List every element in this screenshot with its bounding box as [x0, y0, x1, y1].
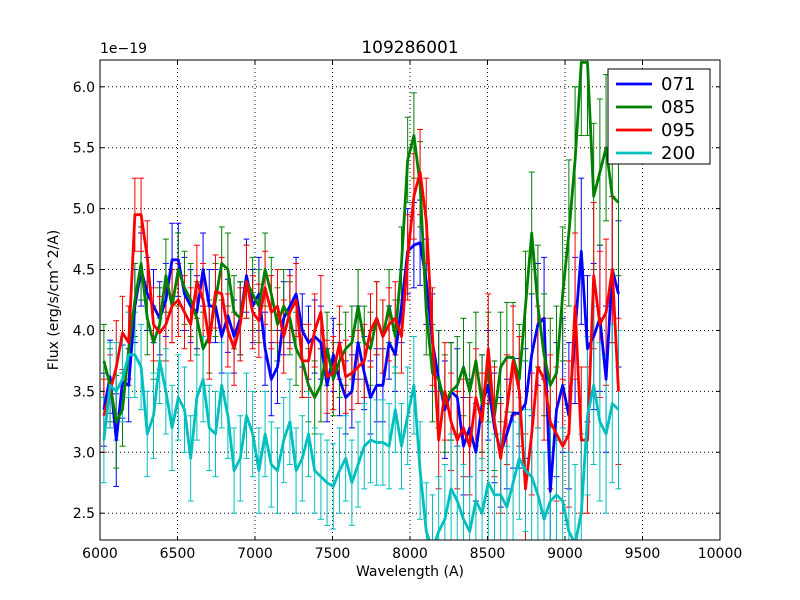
chart-title: 109286001 [361, 38, 458, 58]
x-tick-label: 8000 [392, 546, 428, 562]
y-tick-label: 5.5 [73, 141, 95, 157]
legend-label-071: 071 [661, 74, 695, 95]
axis-ticks: 6000 6500 7000 7500 8000 8500 9000 9500 10000 2.5… [73, 60, 743, 562]
y-axis-label: Flux (erg/s/cm^2/A) [46, 230, 62, 370]
x-axis-label: Wavelength (A) [356, 564, 464, 580]
x-tick-label: 10000 [698, 546, 743, 562]
y-tick-label: 5.0 [73, 202, 95, 218]
y-tick-label: 6.0 [73, 80, 95, 96]
x-tick-label: 6500 [160, 546, 196, 562]
series-line-095 [102, 170, 620, 491]
series-line-200 [102, 353, 620, 540]
x-tick-label: 7000 [237, 546, 273, 562]
y-tick-label: 4.0 [73, 323, 95, 339]
x-tick-label: 7500 [315, 546, 351, 562]
y-tick-label: 3.5 [73, 384, 95, 400]
legend-label-200: 200 [661, 143, 695, 164]
x-tick-label: 9000 [547, 546, 583, 562]
y-tick-label: 3.0 [73, 445, 95, 461]
legend-label-085: 085 [661, 97, 695, 118]
offset-label: 1e−19 [100, 41, 147, 57]
series-line-071 [102, 241, 620, 493]
y-tick-label: 4.5 [73, 263, 95, 279]
legend-label-095: 095 [661, 120, 695, 141]
x-tick-label: 6000 [82, 546, 118, 562]
x-tick-label: 8500 [470, 546, 506, 562]
series-lines [102, 61, 620, 540]
series-line-085 [102, 61, 620, 424]
x-tick-label: 9500 [625, 546, 661, 562]
y-tick-label: 2.5 [73, 506, 95, 522]
